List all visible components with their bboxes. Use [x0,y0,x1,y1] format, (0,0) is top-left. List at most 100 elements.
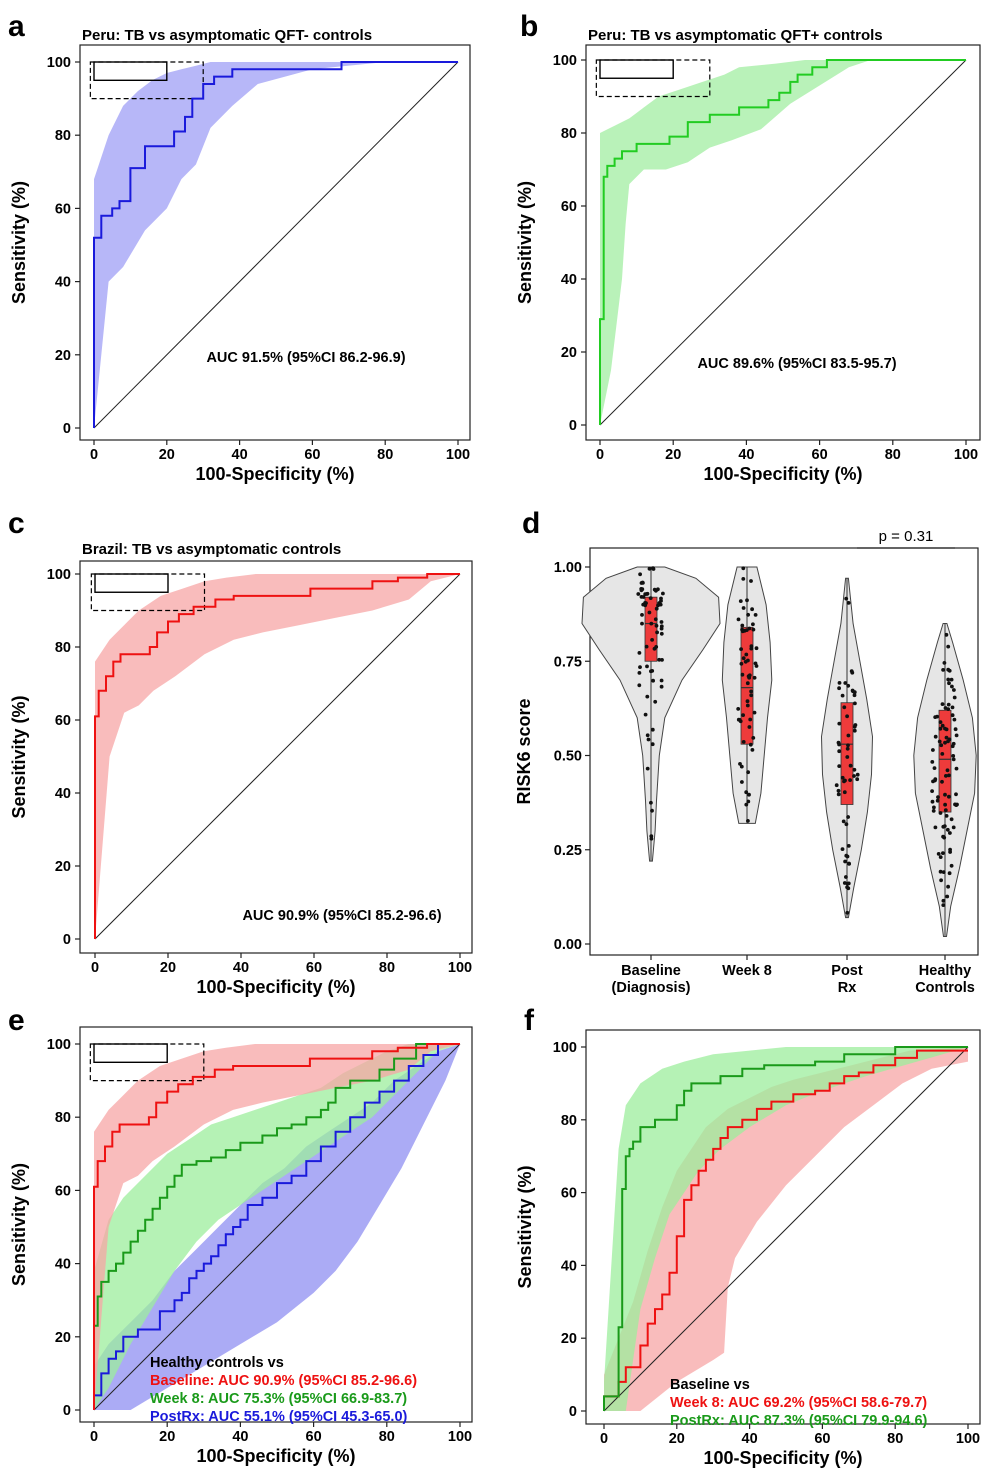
data-point [939,743,944,748]
y-tick-label: 80 [55,640,71,656]
data-point [641,595,646,599]
data-point [747,626,752,631]
data-point [949,863,954,868]
data-point [643,592,648,596]
data-point [848,763,853,768]
data-point [750,607,754,612]
data-point [842,790,847,795]
x-tick-label: 100 [954,447,978,463]
data-point [939,878,943,883]
data-point [954,733,959,738]
y-axis-label: Sensitivity (%) [515,181,535,304]
x-axis-label: 100-Specificity (%) [703,1448,862,1468]
data-point [931,779,935,784]
data-point [645,766,650,771]
data-point [659,626,664,631]
x-tick-label: 100 [448,1429,472,1445]
data-point [834,783,839,788]
data-point [933,734,938,739]
y-tick-label: 0 [63,932,71,948]
auc-annotation: Week 8: AUC 75.3% (95%CI 66.9-83.7) [150,1391,407,1407]
data-point [645,733,650,738]
data-point [650,727,655,732]
data-point [654,606,659,611]
data-point [647,610,652,615]
y-tick-label: 100 [553,1040,577,1056]
y-tick-label: 20 [561,1331,577,1347]
x-axis-label: 100-Specificity (%) [703,464,862,484]
auc-annotation: PostRx: AUC 55.1% (95%CI 45.3-65.0) [150,1409,408,1425]
data-point [938,869,943,874]
data-point [740,780,744,784]
data-point [938,726,943,731]
data-point [752,675,757,680]
y-tick-label: 60 [55,1183,71,1199]
data-point [946,667,951,672]
x-tick-label: 60 [812,447,828,463]
target-box-minimal [93,1043,168,1063]
data-point [659,678,664,683]
y-tick-label: 20 [561,345,577,361]
data-point [941,834,945,839]
y-tick-label: 1.00 [554,560,582,576]
data-point [852,728,857,733]
roc-panel-b: Peru: TB vs asymptomatic QFT+ controls 0 0… [515,27,981,484]
data-point [849,669,854,673]
x-tick-label: 60 [306,960,322,976]
chart-title: Peru: TB vs asymptomatic QFT- controls [82,27,372,44]
data-point [753,613,758,617]
x-tick-label: 100 [956,1431,980,1447]
data-point [944,814,949,818]
data-point [656,587,660,592]
x-tick-label: 20 [665,447,681,463]
data-point [843,681,848,685]
data-point [660,658,664,662]
data-point [651,678,655,683]
data-point [846,683,851,688]
data-point [951,825,956,830]
data-point [846,886,851,891]
category-label-line: Healthy [919,963,971,979]
y-tick-label: 40 [55,1257,71,1273]
data-point [748,742,753,747]
data-point [846,733,851,738]
data-point [749,689,753,694]
y-tick-label: 0 [569,1404,577,1420]
data-point [953,727,958,732]
data-point [650,638,654,642]
data-point [845,910,850,915]
data-point [656,603,660,608]
panel-label-d: d [522,507,540,540]
data-point [840,693,845,698]
x-tick-label: 100 [448,960,472,976]
data-point [741,713,745,717]
auc-annotation: Baseline: AUC 90.9% (95%CI 85.2-96.6) [150,1373,417,1389]
plot-frame [79,1026,473,1423]
data-point [837,749,842,754]
y-tick-label: 60 [55,201,71,217]
y-tick-label: 40 [561,272,577,288]
data-point [946,677,951,682]
chart-title: Brazil: TB vs asymptomatic controls [82,541,341,558]
data-point [837,681,842,685]
data-point [753,661,758,666]
target-box-minimal [599,59,674,79]
data-point [746,658,750,663]
data-point [643,712,648,717]
data-point [837,686,841,691]
data-point [845,755,850,759]
auc-annotation: PostRx: AUC 87.3% (95%CI 79.9-94.6) [670,1413,928,1429]
data-point [645,694,650,699]
roc-curve-series-0 [93,61,458,428]
x-tick-label: 0 [596,447,604,463]
data-point [750,748,755,752]
category-label-line: Post [831,963,863,979]
data-point [749,693,754,698]
y-tick-label: 60 [561,1186,577,1202]
roc-curve-series-2 [93,1043,460,1410]
data-point [739,647,743,651]
y-tick-label: 100 [47,567,71,583]
roc-panel-e: 0 0 20 20 40 40 60 60 80 80 100 100 100-Specificity … [9,1026,473,1466]
data-point [659,631,664,636]
y-tick-label: 60 [55,713,71,729]
